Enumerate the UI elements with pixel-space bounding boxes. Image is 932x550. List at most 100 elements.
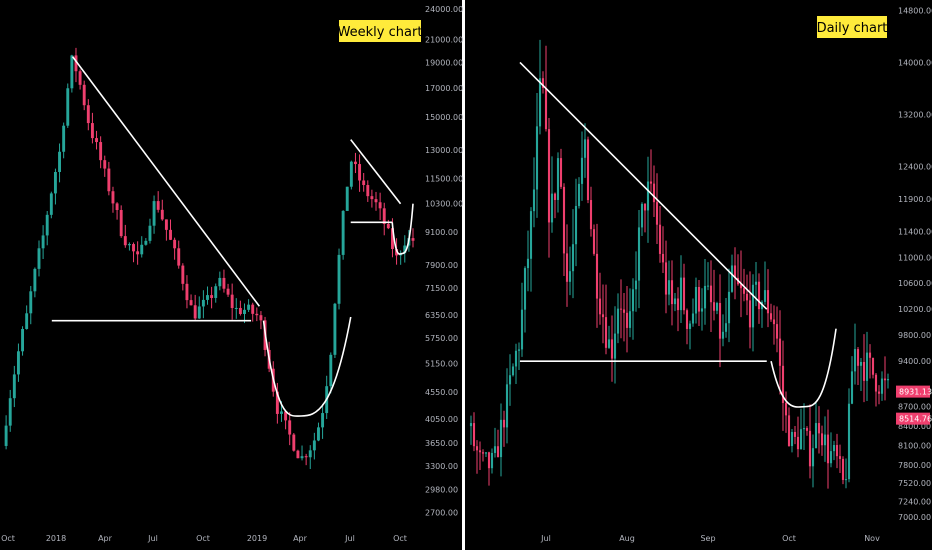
candle-body <box>697 286 701 312</box>
candle-body <box>640 203 644 228</box>
candle-body <box>802 428 806 430</box>
candle-body <box>757 281 761 310</box>
candle-body <box>358 164 362 181</box>
candle-body <box>21 328 25 352</box>
candle-body <box>82 84 86 106</box>
candle-body <box>349 161 353 187</box>
candle-body <box>712 302 716 311</box>
daily-time-axis: Jul Aug Sep Oct Nov <box>540 534 880 543</box>
candle-body <box>619 308 623 310</box>
candle-body <box>766 290 770 314</box>
candle-body <box>156 201 160 210</box>
candle-body <box>631 289 635 312</box>
candle-body <box>535 126 539 190</box>
time-tick-label: Jul <box>540 534 551 543</box>
candle-body <box>345 186 349 211</box>
candle-body <box>206 295 209 300</box>
candle-body <box>382 208 386 224</box>
candle-body <box>868 352 872 358</box>
price-tick-label: 11000.00 <box>898 253 932 262</box>
candle-body <box>694 286 698 314</box>
candle-body <box>856 349 860 366</box>
candle-body <box>568 271 572 282</box>
candle-body <box>255 313 259 316</box>
panel-divider <box>462 0 465 550</box>
candle-body <box>304 456 308 458</box>
candle-body <box>550 193 554 223</box>
time-tick-label: Oct <box>393 534 407 543</box>
candle-body <box>280 411 283 414</box>
candle-body <box>544 87 548 130</box>
candle-body <box>682 277 686 311</box>
candle-body <box>691 313 695 324</box>
weekly-time-axis: Oct 2018 Apr Jul Oct 2019 Apr Jul Oct <box>1 534 407 543</box>
candle-body <box>514 350 518 367</box>
weekly-title-badge: Weekly chart <box>338 20 422 42</box>
candle-body <box>574 205 578 245</box>
candle-body <box>883 378 887 381</box>
price-tag-background <box>896 385 930 398</box>
candle-body <box>880 378 884 394</box>
price-tick-label: 9100.00 <box>425 228 458 237</box>
time-tick-label: Sep <box>700 534 715 543</box>
candle-body <box>177 248 181 266</box>
candle-body <box>8 398 12 426</box>
candle-body <box>634 280 638 290</box>
candle-body <box>793 431 797 437</box>
candle-body <box>799 429 803 450</box>
candle-body <box>676 298 680 311</box>
price-tick-label: 11500.00 <box>425 174 463 183</box>
candle-body <box>844 479 848 481</box>
trendline <box>519 61 768 310</box>
candle-body <box>189 300 193 306</box>
candle-body <box>86 105 90 124</box>
candle-body <box>58 151 61 172</box>
daily-badge-background <box>817 16 887 38</box>
daily-drawings <box>519 61 837 408</box>
price-tick-label: 8400.00 <box>898 422 931 431</box>
price-tick-label: 24000.00 <box>425 5 463 14</box>
candle-body <box>308 450 312 458</box>
candle-body <box>838 456 842 459</box>
candle-body <box>583 139 587 158</box>
candle-body <box>607 339 611 348</box>
candle-body <box>721 331 725 339</box>
candle-body <box>859 361 863 366</box>
price-tick-label: 7000.00 <box>898 513 931 522</box>
candle-body <box>688 323 692 329</box>
candle-body <box>604 317 608 348</box>
candle-body <box>784 403 788 416</box>
candle-body <box>877 391 881 394</box>
candle-body <box>132 244 135 252</box>
candle-body <box>733 265 737 278</box>
candle-body <box>871 357 875 375</box>
candle-body <box>787 415 791 447</box>
time-tick-label: Oct <box>1 534 15 543</box>
price-tick-label: 8700.00 <box>898 403 931 412</box>
candle-body <box>532 189 536 212</box>
candle-body <box>658 224 662 254</box>
candle-body <box>580 157 584 184</box>
candle-body <box>772 319 776 325</box>
candle-body <box>610 339 614 359</box>
candle-body <box>201 299 205 307</box>
time-tick-label: Aug <box>619 534 635 543</box>
candle-body <box>853 349 857 372</box>
candle-body <box>814 423 818 449</box>
candle-body <box>275 391 279 414</box>
candle-body <box>781 365 785 404</box>
candle-body <box>685 310 689 329</box>
candle-body <box>478 450 482 453</box>
weekly-chart-panel: 24000.00 21000.00 19000.00 17000.00 15000.00… <box>1 5 463 543</box>
time-tick-label: Jul <box>344 534 355 543</box>
candle-body <box>817 423 821 434</box>
candle-body <box>847 403 851 480</box>
candle-body <box>49 193 53 215</box>
candle-body <box>751 284 755 328</box>
trendline <box>71 56 261 307</box>
candle-body <box>625 312 629 328</box>
candle-body <box>333 303 337 355</box>
candle-body <box>16 351 20 375</box>
